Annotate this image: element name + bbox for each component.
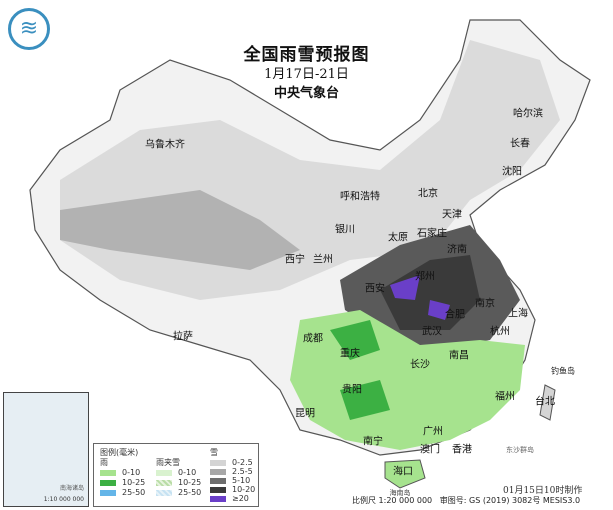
city-label: 成都 xyxy=(303,333,323,345)
city-label: 长春 xyxy=(510,138,530,150)
legend-swatch xyxy=(100,469,116,476)
legend-swatch xyxy=(156,469,172,476)
city-label: 呼和浩特 xyxy=(340,191,380,203)
city-label: 海口 xyxy=(393,466,413,478)
legend-item: 25-50 xyxy=(100,488,145,498)
legend-snow-label: 雪 xyxy=(210,448,218,457)
legend-swatch xyxy=(156,479,172,486)
legend-swatch xyxy=(100,489,116,496)
city-label: 香港 xyxy=(452,444,472,456)
agency-name: 中央气象台 xyxy=(273,86,339,101)
city-label: 拉萨 xyxy=(173,331,193,343)
city-label: 上海 xyxy=(508,308,528,320)
city-label: 北京 xyxy=(418,188,438,200)
city-label: 重庆 xyxy=(340,348,360,360)
cma-logo-icon: ≋ xyxy=(8,8,50,50)
legend-item: ≥20 xyxy=(210,494,255,503)
city-label: 郑州 xyxy=(415,271,435,283)
city-label: 兰州 xyxy=(313,254,333,266)
city-label: 乌鲁木齐 xyxy=(145,139,185,151)
city-label: 石家庄 xyxy=(417,228,447,240)
city-label: 南宁 xyxy=(363,436,383,448)
city-label: 澳门 xyxy=(420,444,440,456)
city-label: 银川 xyxy=(335,224,355,236)
city-label: 哈尔滨 xyxy=(513,108,543,120)
legend-rain-label: 雨 xyxy=(100,458,108,467)
snow-extreme-area xyxy=(390,275,450,320)
legend-swatch xyxy=(210,468,226,475)
city-label: 南京 xyxy=(475,298,495,310)
legend-swatch xyxy=(210,486,226,493)
taiwan-island xyxy=(539,384,556,421)
legend-item: 10-25 xyxy=(156,478,201,488)
legend-item: 0-10 xyxy=(156,468,201,478)
legend-swatch xyxy=(100,479,116,486)
city-label: 济南 xyxy=(447,244,467,256)
production-time: 01月15日10时制作 xyxy=(503,486,583,496)
legend-item: 2.5-5 xyxy=(210,467,255,476)
city-label: 广州 xyxy=(423,426,443,438)
city-label: 天津 xyxy=(442,209,462,221)
legend-swatch xyxy=(210,459,226,466)
legend-swatch xyxy=(210,477,226,484)
inset-label: 南海诸岛 xyxy=(59,485,84,492)
legend-item: 5-10 xyxy=(210,476,255,485)
snow-very-heavy-area xyxy=(380,255,480,330)
city-label: 福州 xyxy=(495,391,515,403)
city-label: 南昌 xyxy=(449,350,469,362)
city-label: 西宁 xyxy=(285,254,305,266)
legend-item: 10-20 xyxy=(210,485,255,494)
legend-item: 0-2.5 xyxy=(210,458,255,467)
legend-item: 10-25 xyxy=(100,478,145,488)
hainan-island xyxy=(384,459,426,489)
city-label: 武汉 xyxy=(422,326,442,338)
city-label: 东沙群岛 xyxy=(506,446,534,454)
south-china-sea-inset: 南海诸岛 1:10 000 000 xyxy=(3,392,89,507)
city-label: 台北 xyxy=(535,396,555,408)
city-label: 太原 xyxy=(388,232,408,244)
city-label: 合肥 xyxy=(445,309,465,321)
rain-moderate-area xyxy=(330,320,390,420)
city-label: 贵阳 xyxy=(342,384,362,396)
map-scale: 比例尺 1:20 000 000 xyxy=(352,496,433,505)
inset-scale: 1:10 000 000 xyxy=(43,496,84,503)
legend-sleet-label: 雨夹雪 xyxy=(156,458,180,467)
city-label: 长沙 xyxy=(410,359,430,371)
snow-moderate-area xyxy=(60,190,300,270)
legend-swatch xyxy=(210,495,226,502)
review-number: 审图号: GS (2019) 3082号 MESIS3.0 xyxy=(439,496,581,505)
legend-item: 0-10 xyxy=(100,468,145,478)
date-range: 1月17日-21日 xyxy=(264,67,349,82)
city-label: 昆明 xyxy=(295,408,315,420)
city-label: 沈阳 xyxy=(502,166,522,178)
legend-item: 25-50 xyxy=(156,488,201,498)
legend: 图例(毫米) 雨 0-10 10-25 25-50 雨夹雪 0-10 10-25… xyxy=(93,443,259,507)
map-title: 全国雨雪预报图 xyxy=(243,45,370,65)
city-label: 钓鱼岛 xyxy=(551,366,575,376)
map-footer: 比例尺 1:20 000 000 审图号: GS (2019) 3082号 ME… xyxy=(352,495,580,506)
city-label: 杭州 xyxy=(490,326,510,338)
city-label: 海南岛 xyxy=(389,489,411,497)
legend-swatch xyxy=(156,489,172,496)
legend-title: 图例(毫米) xyxy=(100,448,139,457)
city-label: 西安 xyxy=(365,283,385,295)
